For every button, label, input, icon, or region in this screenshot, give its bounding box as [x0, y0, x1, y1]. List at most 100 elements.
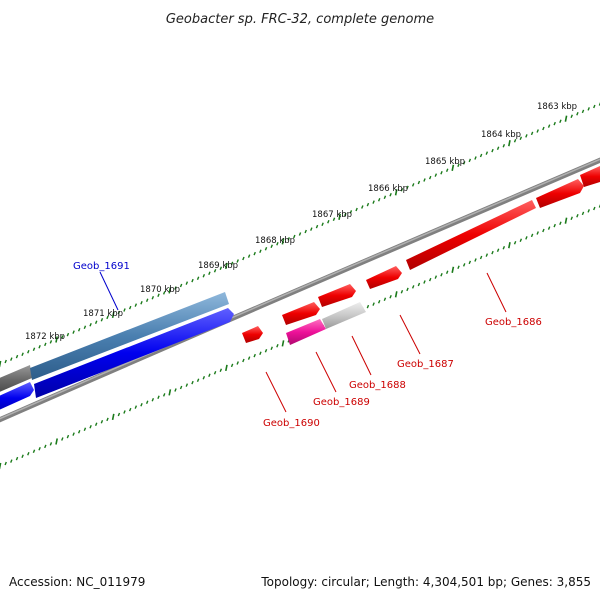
ring-tick: [389, 295, 392, 299]
ring-tick: [100, 420, 104, 424]
ring-tick: [44, 444, 47, 449]
genome-summary-text: Topology: circular; Length: 4,304,501 bp…: [260, 575, 591, 589]
gene-geob-1690[interactable]: [242, 326, 263, 343]
ring-tick: [242, 358, 245, 363]
ring-tick: [462, 161, 466, 165]
ring-tick: [576, 214, 579, 218]
ring-tick: [38, 345, 41, 349]
ring-tick: [406, 287, 409, 292]
ring-tick: [270, 346, 273, 351]
kbp-label: 1863 kbp: [537, 102, 577, 112]
ring-tick: [479, 153, 483, 158]
ring-tick: [100, 318, 104, 322]
ring-tick: [264, 348, 268, 353]
ring-tick: [564, 217, 568, 224]
ring-tick: [77, 429, 81, 434]
reverse-genes: [286, 302, 366, 345]
ring-tick: [434, 275, 438, 279]
gene-blue-long[interactable]: [34, 308, 234, 398]
ring-tick: [111, 413, 115, 421]
ring-tick: [151, 398, 155, 402]
ring-tick: [253, 251, 256, 256]
ring-tick: [491, 148, 494, 153]
ring-tick: [213, 371, 217, 375]
kbp-label: 1865 kbp: [425, 157, 465, 167]
gene-geob-1688[interactable]: [322, 302, 366, 329]
gene-label-1686[interactable]: Geob_1686: [485, 317, 542, 328]
ring-tick: [508, 140, 511, 147]
gene-geob-1689-forward[interactable]: [282, 302, 320, 325]
leader-1687: [399, 314, 421, 355]
ring-tick: [525, 236, 528, 240]
ring-tick: [27, 349, 30, 354]
ring-tick: [468, 260, 472, 265]
ring-tick: [123, 410, 126, 414]
ring-tick: [44, 342, 47, 347]
ring-tick: [77, 327, 81, 332]
ring-tick: [247, 356, 251, 360]
kbp-label: 1864 kbp: [481, 130, 521, 140]
forward-genes: [0, 166, 600, 414]
ring-tick: [428, 277, 432, 282]
gene-label-1689[interactable]: Geob_1689: [313, 397, 370, 408]
kbp-label: 1872 kbp: [25, 332, 65, 342]
ring-tick: [174, 388, 177, 392]
ring-tick: [502, 245, 506, 250]
leader-1689: [315, 351, 337, 393]
ring-tick: [66, 434, 70, 439]
gene-geob-1688-forward[interactable]: [318, 284, 356, 307]
ring-tick: [304, 229, 307, 234]
gene-label-1687[interactable]: Geob_1687: [397, 359, 454, 370]
ring-tick: [581, 211, 585, 216]
gene-geob-1686[interactable]: [406, 200, 536, 270]
ring-tick: [355, 207, 358, 212]
gene-blue-left[interactable]: [0, 382, 34, 414]
ring-tick: [423, 178, 426, 182]
ring-tick: [502, 143, 506, 148]
ring-tick: [349, 210, 353, 214]
ring-tick: [236, 361, 239, 365]
ring-tick: [451, 164, 455, 171]
ring-tick: [394, 291, 398, 298]
ring-tick: [145, 400, 149, 404]
ring-tick: [247, 254, 251, 258]
gene-edge-fragment[interactable]: [580, 166, 600, 187]
ring-tick: [264, 246, 268, 251]
ring-tick: [513, 241, 517, 245]
ring-tick: [559, 221, 562, 225]
ring-tick: [372, 302, 375, 306]
ring-tick: [259, 249, 262, 253]
ring-tick: [230, 261, 234, 266]
ring-tick: [38, 447, 41, 451]
leader-1690: [265, 371, 287, 413]
ring-tick: [440, 272, 443, 277]
gene-geob-1689[interactable]: [286, 319, 326, 345]
ring-tick: [536, 231, 539, 235]
gene-label-1690[interactable]: Geob_1690: [263, 418, 320, 429]
ring-tick: [366, 304, 370, 309]
ring-tick: [372, 200, 375, 204]
ring-tick: [242, 256, 245, 261]
ring-tick: [185, 383, 189, 387]
ring-tick: [0, 360, 2, 368]
ring-tick: [377, 299, 381, 304]
gene-label-1688[interactable]: Geob_1688: [349, 380, 406, 391]
ring-tick: [213, 269, 217, 273]
ring-tick: [491, 250, 494, 255]
ring-tick: [496, 248, 500, 252]
ring-tick: [168, 389, 172, 396]
ring-tick: [576, 112, 579, 116]
ring-tick: [225, 364, 228, 372]
ring-tick: [157, 395, 160, 400]
gene-geob-1691[interactable]: [30, 292, 229, 380]
gene-label-1691[interactable]: Geob_1691: [73, 261, 130, 272]
ring-tick: [553, 223, 556, 228]
gene-geob-1686-next[interactable]: [536, 179, 584, 208]
gene-darkgray[interactable]: [0, 365, 32, 396]
ring-tick: [564, 115, 568, 122]
ring-tick: [202, 375, 206, 380]
gene-geob-1687[interactable]: [366, 266, 402, 289]
ring-tick: [32, 347, 36, 352]
ring-tick: [83, 427, 87, 431]
ring-tick: [117, 310, 121, 315]
